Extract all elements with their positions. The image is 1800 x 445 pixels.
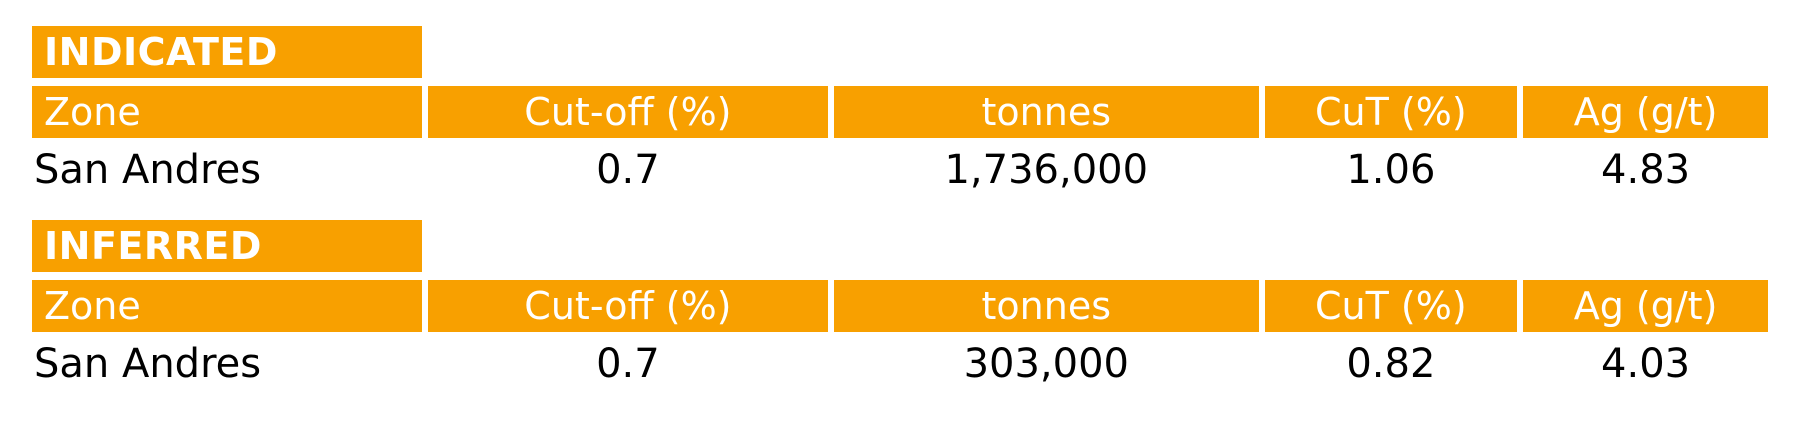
header-cell-tonnes: tonnes [834, 86, 1265, 138]
inferred-section: INFERRED Zone Cut-off (%) tonnes CuT (%)… [32, 220, 1768, 396]
header-cell-cut: CuT (%) [1264, 280, 1524, 332]
inferred-table-row: San Andres 0.7 303,000 0.82 4.03 [32, 332, 1768, 396]
cell-zone: San Andres [34, 341, 262, 387]
cell-tonnes: 1,736,000 [944, 147, 1149, 193]
cell-cutoff: 0.7 [596, 341, 660, 387]
indicated-section: INDICATED Zone Cut-off (%) tonnes CuT (%… [32, 26, 1768, 202]
indicated-header-row: Zone Cut-off (%) tonnes CuT (%) Ag (g/t) [32, 86, 1768, 138]
header-cell-cutoff: Cut-off (%) [427, 280, 835, 332]
cell-cut: 0.82 [1346, 341, 1436, 387]
header-cell-zone: Zone [32, 86, 428, 138]
inferred-header-row: Zone Cut-off (%) tonnes CuT (%) Ag (g/t) [32, 280, 1768, 332]
cell-ag: 4.83 [1601, 147, 1691, 193]
cell-tonnes: 303,000 [963, 341, 1129, 387]
header-cell-cut: CuT (%) [1264, 86, 1524, 138]
cell-cutoff: 0.7 [596, 147, 660, 193]
header-cell-cutoff: Cut-off (%) [427, 86, 835, 138]
indicated-table-row: San Andres 0.7 1,736,000 1.06 4.83 [32, 138, 1768, 202]
header-cell-ag: Ag (g/t) [1523, 86, 1768, 138]
inferred-title-badge: INFERRED [32, 220, 428, 272]
cell-zone: San Andres [34, 147, 262, 193]
header-cell-zone: Zone [32, 280, 428, 332]
cell-ag: 4.03 [1601, 341, 1691, 387]
header-cell-ag: Ag (g/t) [1523, 280, 1768, 332]
cell-cut: 1.06 [1346, 147, 1436, 193]
header-cell-tonnes: tonnes [834, 280, 1265, 332]
indicated-title-badge: INDICATED [32, 26, 428, 78]
